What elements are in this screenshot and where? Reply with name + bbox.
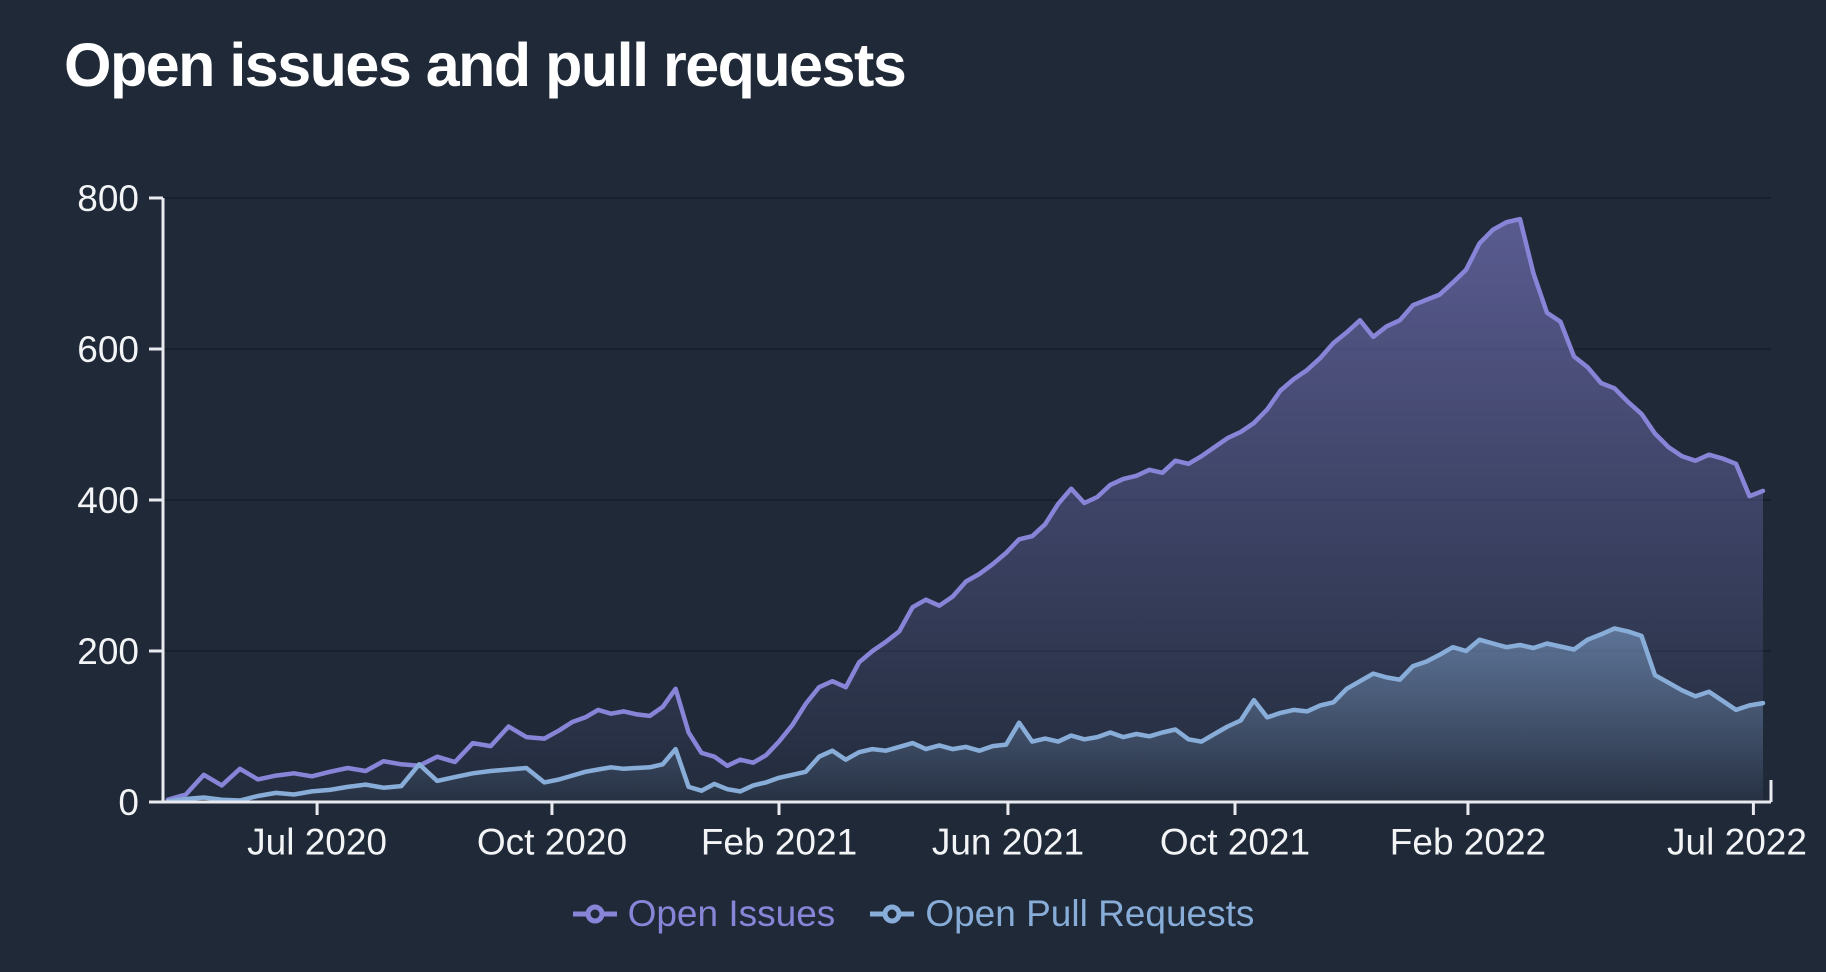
- line-open-issues: [165, 216, 1766, 802]
- y-axis-tick-label: 400: [77, 480, 139, 521]
- y-axis-tick-label: 200: [77, 631, 139, 672]
- y-axis-tick-label: 0: [118, 782, 139, 823]
- area-open-pull-requests: [167, 628, 1763, 802]
- legend: Open Issues Open Pull Requests: [0, 893, 1826, 935]
- legend-item-open-issues[interactable]: Open Issues: [572, 893, 836, 935]
- y-axis-tick-label: 600: [77, 329, 139, 370]
- x-axis-tick-label: Jul 2020: [247, 821, 387, 862]
- line-open-pull-requests: [165, 626, 1766, 804]
- area-open-issues: [167, 219, 1763, 803]
- legend-line-marker-icon: [572, 904, 617, 924]
- x-axis-tick-label: Feb 2022: [1390, 821, 1546, 862]
- x-axis-tick-label: Feb 2021: [701, 821, 857, 862]
- x-axis-tick-label: Oct 2020: [477, 821, 627, 862]
- legend-label-open-pull-requests: Open Pull Requests: [925, 893, 1255, 934]
- page-title: Open issues and pull requests: [64, 31, 907, 99]
- x-axis-tick-label: Oct 2021: [1160, 821, 1310, 862]
- y-axis-tick-label: 800: [77, 178, 139, 219]
- x-axis-tick-label: Jul 2022: [1667, 821, 1807, 862]
- legend-item-open-pull-requests[interactable]: Open Pull Requests: [869, 893, 1254, 935]
- legend-line-marker-icon: [870, 904, 915, 924]
- legend-label-open-issues: Open Issues: [627, 893, 836, 934]
- x-axis-tick-label: Jun 2021: [932, 821, 1084, 862]
- axes: 0 200 400 600 800 Jul 2020 Oct 2020 Feb 2021 Jun…: [77, 178, 1807, 862]
